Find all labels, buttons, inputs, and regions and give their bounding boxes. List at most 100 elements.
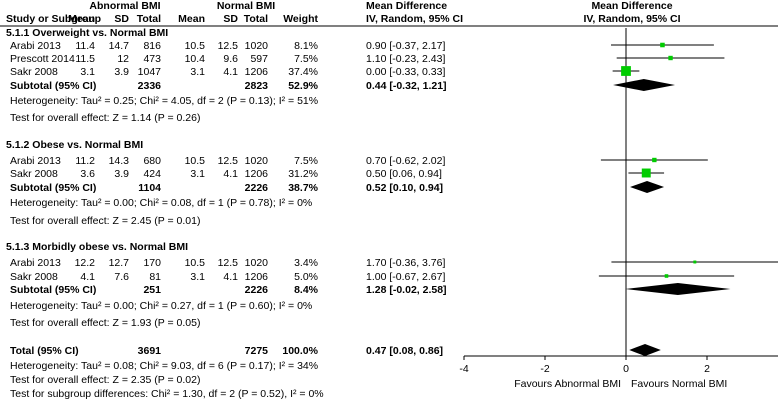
subgroup-2-heterogeneity: Heterogeneity: Tau² = 0.00; Chi² = 0.08,… [10,197,312,209]
col-sd-2: SD [223,13,238,25]
subgroup-3-subtotal-total2: 2226 [245,284,269,296]
total-diamond [629,344,661,356]
study-1-1-name: Arabi 2013 [10,40,61,52]
study-3-1-total2: 1020 [245,257,269,269]
study-3-1-name: Arabi 2013 [10,257,61,269]
subgroup-3-subtotal-weight: 8.4% [294,284,319,296]
study-2-2-sd2: 4.1 [223,168,238,180]
header-plot-mean-difference: Mean Difference [591,0,672,12]
study-2-2-mean1: 3.6 [80,168,95,180]
col-study-or-subgroup: Study or Subgroup [6,13,101,25]
header-abnormal-bmi: Abnormal BMI [89,0,160,12]
study-1-2-mean1: 11.5 [75,53,95,65]
subgroup-2-title: 5.1.2 Obese vs. Normal BMI [6,139,143,151]
total-total1: 3691 [138,345,162,357]
col-sd-1: SD [114,13,129,25]
total-ci: 0.47 [0.08, 0.86] [366,345,443,357]
study-1-3-mean1: 3.1 [80,66,95,78]
study-3-2-total1: 81 [149,271,161,283]
total-total2: 7275 [245,345,269,357]
study-1-1-sd1: 14.7 [109,40,130,52]
study-2-1-mean2: 10.5 [185,155,206,167]
header-mean-difference: Mean Difference [366,0,447,12]
study-1-2-sd1: 12 [117,53,129,65]
study-1-1-total2: 1020 [245,40,269,52]
subgroup-1-subtotal-label: Subtotal (95% CI) [10,80,96,92]
col-total-1: Total [137,13,161,25]
study-1-2-total2: 597 [250,53,268,65]
study-3-2-sd2: 4.1 [223,271,238,283]
study-2-1-weight: 7.5% [294,155,318,167]
col-mean-1: Mean [68,13,95,25]
study-2-1-name: Arabi 2013 [10,155,61,167]
study-1-1-weight: 8.1% [294,40,318,52]
subgroup-2-subtotal-total1: 1104 [138,182,161,194]
subgroup-3-overall-test: Test for overall effect: Z = 1.93 (P = 0… [10,317,200,329]
study-2-1-sd2: 12.5 [218,155,239,167]
subgroup-1-subtotal-diamond [613,79,676,91]
favours-abnormal-label: Favours Abnormal BMI [514,378,621,390]
study-2-1-ci: 0.70 [-0.62, 2.02] [366,155,445,167]
x-tick-label-0: -4 [459,363,468,375]
study-2-1-total1: 680 [143,155,161,167]
subgroup-1-subtotal-weight: 52.9% [288,80,318,92]
study-2-2-mean2: 3.1 [190,168,205,180]
subgroup-1-subtotal-ci: 0.44 [-0.32, 1.21] [366,80,447,92]
col-total-2: Total [244,13,268,25]
study-1-3-weight: 37.4% [288,66,318,78]
study-3-1-mean2: 10.5 [185,257,206,269]
study-1-3-total2: 1206 [245,66,269,78]
study-1-3-mean2: 3.1 [190,66,205,78]
study-1-1-ci: 0.90 [-0.37, 2.17] [366,40,445,52]
study-3-2-total2: 1206 [245,271,269,283]
study-1-2-mean2: 10.4 [185,53,206,65]
study-2-1-marker [652,157,657,163]
total-overall-test: Test for overall effect: Z = 2.35 (P = 0… [10,374,200,386]
study-2-1-total2: 1020 [245,155,269,167]
subgroup-2-subtotal-diamond [630,181,665,193]
subgroup-1-heterogeneity: Heterogeneity: Tau² = 0.25; Chi² = 4.05,… [10,95,318,107]
total-heterogeneity: Heterogeneity: Tau² = 0.08; Chi² = 9.03,… [10,360,318,372]
subgroup-3-subtotal-total1: 251 [143,284,161,296]
subgroup-2-subtotal-ci: 0.52 [0.10, 0.94] [366,182,443,194]
study-3-1-sd1: 12.7 [109,257,130,269]
total-weight: 100.0% [282,345,318,357]
study-2-2-sd1: 3.9 [114,168,129,180]
study-1-3-sd2: 4.1 [223,66,238,78]
study-3-1-sd2: 12.5 [218,257,239,269]
x-tick-label-1: -2 [540,363,549,375]
subgroup-1-title: 5.1.1 Overweight vs. Normal BMI [6,27,168,39]
study-3-1-weight: 3.4% [294,257,318,269]
study-1-3-ci: 0.00 [-0.33, 0.33] [366,66,445,78]
subgroup-3-title: 5.1.3 Morbidly obese vs. Normal BMI [6,241,188,253]
study-2-2-total2: 1206 [245,168,269,180]
study-2-2-weight: 31.2% [288,168,318,180]
col-plot-iv-random-ci: IV, Random, 95% CI [583,13,680,25]
subgroup-1-overall-test: Test for overall effect: Z = 1.14 (P = 0… [10,112,200,124]
col-iv-random-ci: IV, Random, 95% CI [366,13,463,25]
favours-normal-label: Favours Normal BMI [631,378,727,390]
study-3-2-marker [664,274,669,278]
study-1-3-total1: 1047 [138,66,162,78]
subgroup-2-subtotal-total2: 2226 [245,182,269,194]
subgroup-3-subtotal-label: Subtotal (95% CI) [10,284,96,296]
study-1-1-total1: 816 [143,40,161,52]
study-1-2-ci: 1.10 [-0.23, 2.43] [366,53,445,65]
study-3-1-total1: 170 [143,257,161,269]
study-1-2-weight: 7.5% [294,53,318,65]
study-3-2-mean1: 4.1 [80,271,95,283]
study-3-2-ci: 1.00 [-0.67, 2.67] [366,271,445,283]
study-1-3-name: Sakr 2008 [10,66,58,78]
study-1-1-sd2: 12.5 [218,40,239,52]
total-subgroup-test: Test for subgroup differences: Chi² = 1.… [10,388,324,400]
subgroup-3-subtotal-diamond [625,283,731,295]
col-mean-2: Mean [178,13,205,25]
study-1-1-mean1: 11.4 [75,40,95,52]
header-normal-bmi: Normal BMI [217,0,275,12]
study-3-2-mean2: 3.1 [190,271,205,283]
study-2-2-total1: 424 [143,168,161,180]
x-tick-label-3: 2 [704,363,710,375]
study-3-1-marker [693,260,697,264]
study-3-1-ci: 1.70 [-0.36, 3.76] [366,257,445,269]
